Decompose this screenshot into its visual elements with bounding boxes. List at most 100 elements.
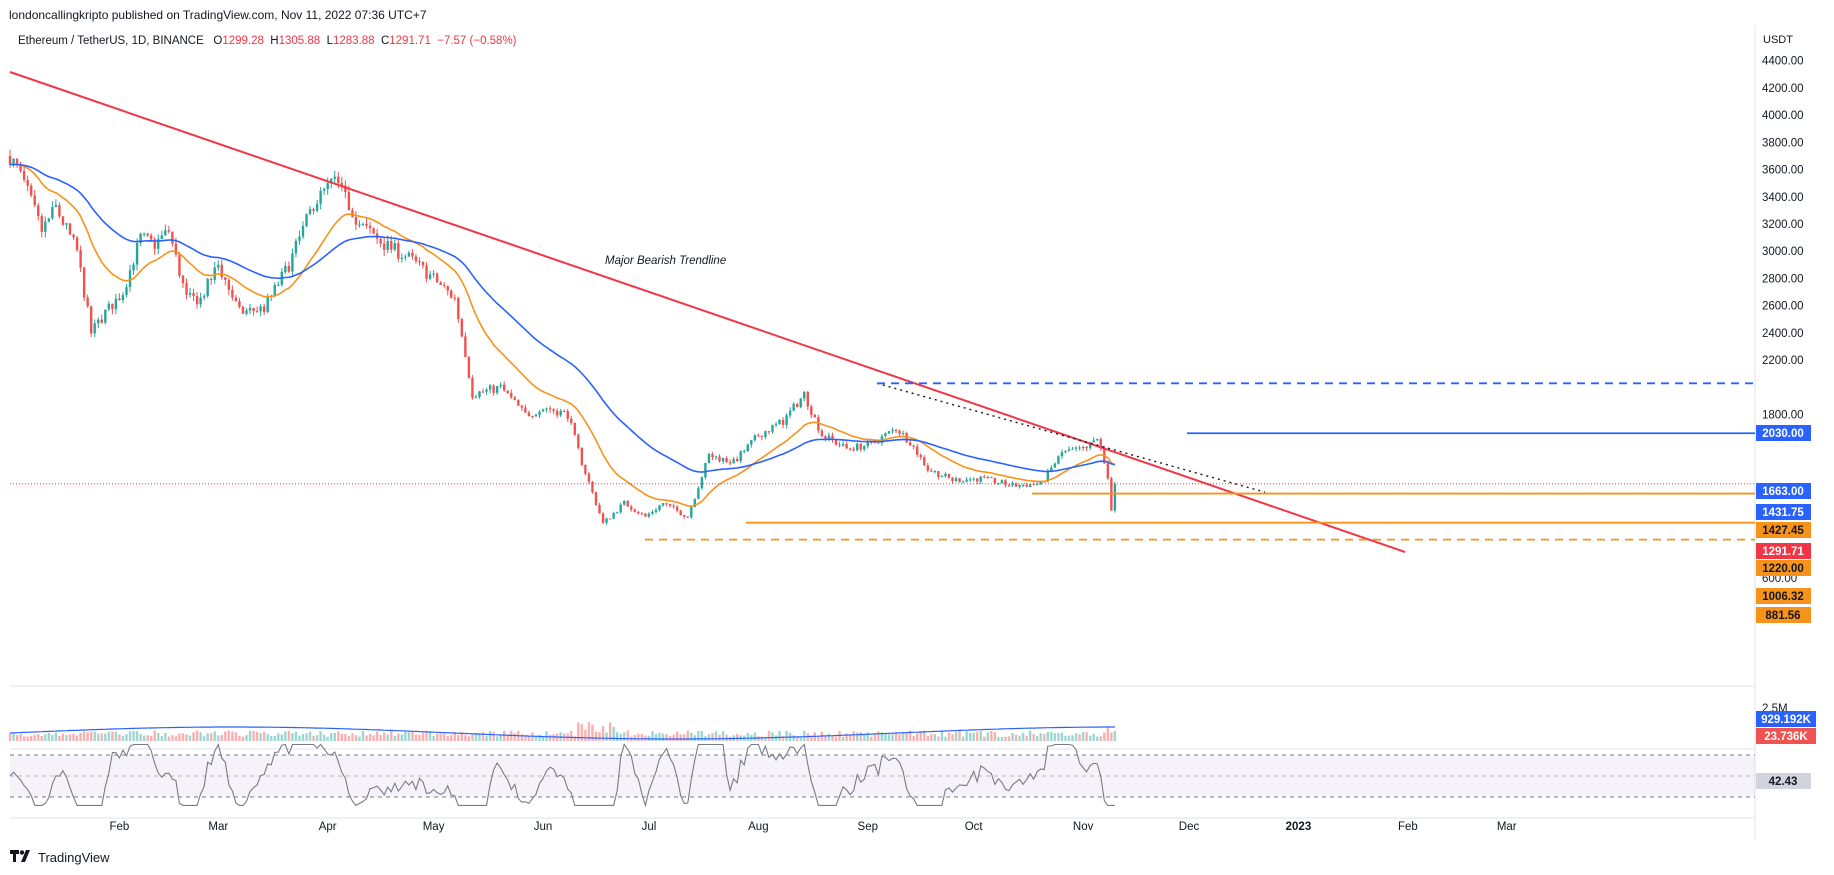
candle-body — [478, 391, 481, 397]
x-tick-label: Nov — [1073, 821, 1094, 833]
candle-body — [728, 462, 732, 464]
candle-body — [481, 391, 485, 393]
candle-body — [298, 236, 301, 241]
volume-bar — [785, 731, 788, 741]
candle-body — [68, 223, 72, 235]
volume-bar — [976, 731, 979, 741]
candle-body — [65, 223, 68, 225]
candle-body — [545, 408, 548, 410]
candle-body — [679, 510, 682, 516]
candle-body — [714, 456, 718, 458]
symbol-name[interactable]: Ethereum / TetherUS, 1D, BINANCE — [18, 35, 204, 47]
candle-body — [252, 307, 255, 311]
candle-body — [104, 309, 107, 323]
candle-body — [824, 436, 827, 439]
volume-bar — [887, 734, 891, 741]
volume-bar — [450, 735, 453, 741]
volume-bar — [951, 734, 954, 741]
volume-bar — [527, 735, 531, 741]
candle-body — [827, 435, 831, 439]
volume-bar — [1060, 732, 1064, 741]
candle-body — [432, 273, 435, 275]
volume-bar — [488, 730, 492, 741]
volume-bar — [111, 731, 114, 741]
volume-bar — [524, 735, 527, 741]
volume-bar — [545, 731, 548, 741]
candle-body — [626, 500, 629, 507]
y-tick-label: 1800.00 — [1762, 410, 1804, 422]
candle-body — [506, 390, 509, 393]
candle-body — [340, 183, 344, 186]
candle-body — [407, 252, 411, 257]
candle-body — [273, 284, 276, 296]
time-axis[interactable]: Feb Mar Apr May Jun Jul Aug Sep Oct Nov Dec 2023 Feb… — [110, 821, 1517, 833]
volume-bar — [421, 732, 425, 741]
volume-bar — [834, 736, 838, 741]
volume-bar — [1081, 732, 1085, 741]
candle-body — [22, 170, 26, 180]
candle-body — [633, 509, 637, 512]
volume-bar — [12, 733, 15, 741]
volume-bar — [746, 732, 749, 741]
x-tick-label: Oct — [965, 821, 984, 833]
candle-body — [686, 516, 689, 518]
volume-bar — [68, 734, 72, 741]
price-tag — [1756, 560, 1811, 576]
candle-body — [326, 183, 329, 189]
volume-bar — [1064, 735, 1067, 741]
volume-bar — [319, 731, 322, 741]
candle-body — [566, 411, 569, 419]
volume-bar — [284, 731, 287, 741]
candle-body — [47, 218, 51, 222]
candle-body — [831, 435, 834, 441]
candle-body — [227, 279, 231, 290]
volume-bar — [8, 733, 12, 741]
volume-bar — [1085, 732, 1088, 741]
x-tick-label: Mar — [208, 821, 228, 833]
candle-body — [442, 285, 446, 287]
candle-body — [333, 176, 336, 179]
candle-body — [1028, 484, 1032, 487]
candle-body — [404, 256, 407, 258]
candle-body — [1007, 484, 1011, 486]
volume-bar — [1057, 733, 1060, 741]
volume-bar — [464, 735, 467, 741]
tradingview-logo-icon[interactable] — [10, 849, 32, 865]
candle-body — [580, 447, 584, 465]
volume-bar — [291, 733, 294, 741]
candle-body — [213, 267, 216, 280]
price-axis[interactable]: 4400.00 4200.00 4000.00 3800.00 3600.00 3400.… — [1762, 56, 1804, 585]
candle-body — [1096, 439, 1099, 441]
volume-bar — [262, 731, 266, 741]
candle-body — [976, 478, 979, 482]
candle-body — [26, 179, 29, 186]
volume-bar — [1021, 732, 1025, 741]
candle-body — [164, 230, 167, 236]
price-tag-text: 1427.45 — [1762, 525, 1804, 537]
volume-bar — [337, 731, 340, 741]
volume-bar — [538, 735, 541, 741]
y-tick-label: 4400.00 — [1762, 56, 1804, 68]
candle-body — [898, 430, 901, 434]
candle-body — [531, 416, 534, 418]
volume-bar — [803, 730, 806, 741]
volume-bar — [40, 736, 43, 741]
volume-bar — [810, 736, 813, 741]
volume-bar — [1032, 734, 1035, 741]
footer-brand[interactable]: TradingView — [38, 849, 110, 865]
volume-bar — [224, 731, 227, 741]
volume-bar — [541, 736, 545, 741]
volume-bar — [506, 734, 509, 741]
candle-body — [467, 357, 471, 378]
y-tick-label: 3000.00 — [1762, 246, 1804, 258]
volume-bar — [1078, 734, 1081, 741]
candle-body — [421, 261, 425, 266]
candle-body — [573, 422, 576, 435]
candle-body — [19, 165, 22, 171]
candle-body — [594, 492, 598, 505]
volume-bar — [439, 733, 442, 741]
candle-body — [1036, 484, 1039, 486]
candle-body — [153, 239, 156, 249]
volume-bar — [598, 732, 601, 741]
